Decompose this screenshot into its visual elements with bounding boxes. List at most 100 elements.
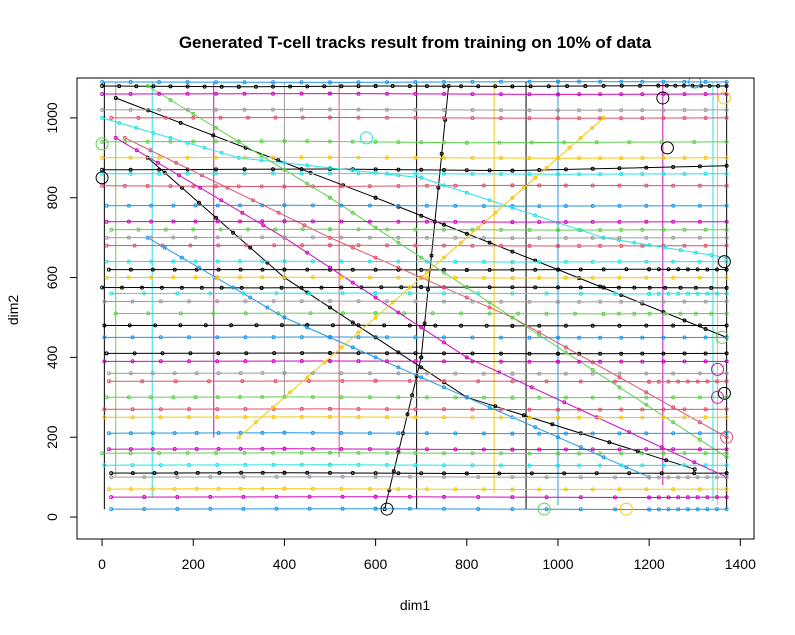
track-point <box>120 285 124 290</box>
track-series-23 <box>104 203 729 209</box>
track-point <box>528 84 533 89</box>
track-point <box>442 379 446 384</box>
track-point <box>590 447 595 452</box>
track-series-44 <box>100 107 729 113</box>
track-point <box>413 463 418 468</box>
track-point <box>703 108 708 112</box>
track-point <box>453 235 458 240</box>
track-point <box>487 300 492 305</box>
track-point <box>271 167 275 172</box>
track-point <box>644 183 649 188</box>
track-point <box>157 171 162 176</box>
track-point <box>697 203 702 208</box>
track-point <box>640 108 645 113</box>
track-point <box>510 249 515 254</box>
track-point <box>436 185 441 190</box>
track-point <box>193 395 198 400</box>
track-point <box>487 267 492 272</box>
track-point <box>407 323 412 328</box>
track-point <box>104 259 109 264</box>
track-point <box>556 228 560 233</box>
track-point <box>533 285 538 290</box>
x-tick-label: 600 <box>364 556 388 572</box>
track-point <box>476 225 481 230</box>
track-point <box>100 80 105 84</box>
track-point <box>373 295 378 300</box>
track-point <box>527 116 532 121</box>
track-point <box>442 335 446 340</box>
track-point <box>238 430 243 435</box>
track-point <box>106 487 111 492</box>
track-point <box>341 311 346 316</box>
track-point <box>487 198 492 203</box>
start-marker-7 <box>95 137 109 151</box>
track-point <box>134 148 139 153</box>
track-point <box>442 407 446 412</box>
track-point <box>339 259 344 264</box>
track-point <box>214 451 218 455</box>
track-point <box>279 323 284 328</box>
track-point <box>382 323 387 328</box>
track-point <box>126 235 131 240</box>
track-point <box>598 92 603 97</box>
track-point <box>497 140 502 145</box>
track-point <box>527 108 532 113</box>
track-point <box>340 474 345 479</box>
track-series-43 <box>236 115 606 440</box>
track-series-31 <box>102 462 729 468</box>
y-axis-label: dim2 <box>5 295 21 326</box>
track-point <box>158 463 163 468</box>
track-point <box>128 487 133 492</box>
track-point <box>208 506 213 511</box>
track-point <box>671 395 676 400</box>
track-point <box>724 243 729 248</box>
track-line-42 <box>108 488 727 491</box>
track-point <box>271 107 275 112</box>
track-point <box>396 265 401 270</box>
track-point <box>663 311 668 316</box>
track-point <box>442 285 446 290</box>
track-point <box>356 415 361 419</box>
track-point <box>193 235 198 240</box>
track-point <box>682 171 687 176</box>
track-series-27 <box>145 235 652 480</box>
track-point <box>682 451 687 456</box>
y-tick-label: 400 <box>44 346 60 370</box>
track-point <box>328 227 332 232</box>
track-series-16 <box>100 139 729 145</box>
track-point <box>413 171 418 176</box>
track-line-36 <box>108 448 727 451</box>
track-point <box>481 204 486 208</box>
track-point <box>215 259 220 264</box>
track-series-6 <box>100 163 729 173</box>
track-point <box>373 474 378 479</box>
track-point <box>671 323 676 328</box>
track-point <box>191 227 196 232</box>
track-point <box>339 285 344 290</box>
track-series-12 <box>106 378 729 384</box>
track-point <box>695 495 700 500</box>
track-point <box>442 107 446 112</box>
track-point <box>328 406 332 411</box>
track-point <box>216 371 221 376</box>
track-point <box>185 171 190 176</box>
track-point <box>577 116 582 121</box>
track-point <box>577 92 582 97</box>
track-point <box>516 311 521 316</box>
track-point <box>703 359 708 364</box>
track-point <box>373 195 378 200</box>
track-point <box>590 360 595 365</box>
track-point <box>243 462 248 467</box>
track-point <box>640 116 645 121</box>
track-point <box>308 311 313 316</box>
track-point <box>671 235 676 240</box>
track-point <box>464 395 469 400</box>
track-point <box>405 412 410 417</box>
track-point <box>140 379 145 384</box>
track-point <box>274 474 279 479</box>
track-point <box>175 495 180 499</box>
track-point <box>573 311 578 316</box>
track-point <box>499 463 503 468</box>
track-point <box>413 351 418 356</box>
track-point <box>724 259 729 264</box>
